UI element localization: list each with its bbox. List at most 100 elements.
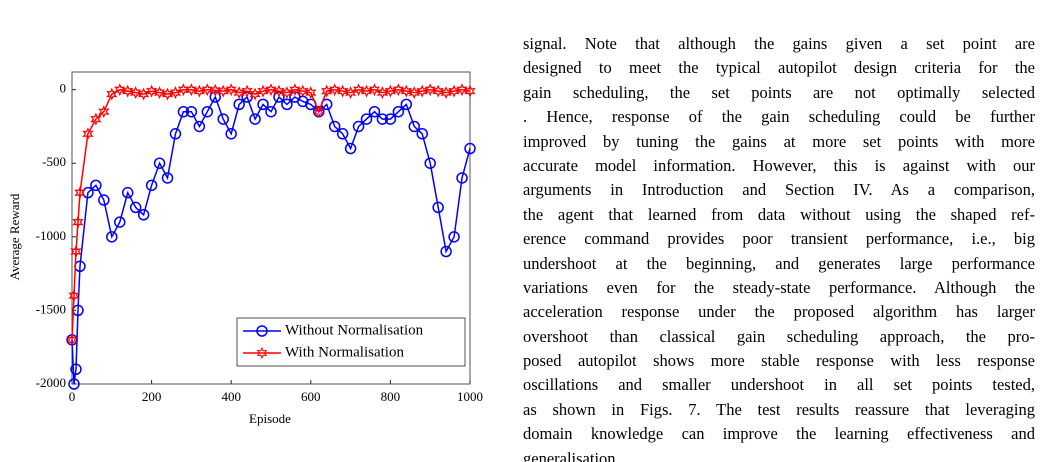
- marker: [146, 84, 158, 98]
- marker: [145, 179, 158, 192]
- series-line: [71, 88, 471, 340]
- marker: [90, 112, 102, 126]
- marker: [137, 209, 150, 221]
- marker: [400, 84, 413, 98]
- marker: [129, 86, 142, 100]
- marker: [265, 105, 277, 118]
- marker: [305, 86, 317, 100]
- marker: [352, 120, 365, 133]
- marker: [153, 157, 166, 169]
- text-line: overshoot than classical gain scheduling…: [523, 326, 1035, 346]
- x-tick-label: 0: [69, 389, 76, 404]
- marker: [225, 83, 237, 97]
- marker: [432, 84, 444, 98]
- marker: [201, 83, 214, 97]
- series-line: [71, 95, 471, 385]
- marker: [265, 83, 277, 97]
- marker: [185, 105, 198, 118]
- marker: [281, 86, 293, 100]
- marker: [114, 216, 126, 228]
- marker: [169, 86, 182, 100]
- legend-label: With Normalisation: [285, 344, 404, 360]
- y-tick-label: 0: [60, 81, 67, 96]
- marker: [328, 83, 341, 97]
- marker: [82, 127, 94, 141]
- marker: [344, 142, 357, 155]
- marker: [376, 113, 389, 125]
- marker: [185, 83, 197, 97]
- marker: [440, 245, 452, 258]
- marker: [297, 84, 309, 98]
- marker: [106, 231, 118, 243]
- text-line: . Hence, response of the gain scheduling…: [523, 107, 1035, 127]
- marker: [72, 215, 84, 229]
- marker: [209, 91, 222, 103]
- legend-box: [236, 317, 466, 367]
- y-tick-label: -1500: [36, 301, 66, 316]
- marker: [217, 113, 229, 125]
- text-line: oscillations and smaller undershoot in a…: [523, 375, 1035, 395]
- marker: [432, 201, 444, 214]
- text-line: variations even for the steady-state per…: [523, 277, 1035, 297]
- marker: [98, 105, 110, 119]
- marker: [193, 120, 206, 133]
- marker: [249, 87, 261, 101]
- marker: [201, 105, 214, 118]
- y-axis-label: Average Reward: [7, 193, 22, 280]
- marker: [68, 378, 80, 390]
- marker: [448, 231, 460, 243]
- marker: [456, 172, 468, 184]
- text-line: erence command provides poor transient p…: [523, 229, 1035, 249]
- marker: [392, 105, 405, 118]
- text-line: signal. Note that although the gains giv…: [523, 34, 1035, 53]
- marker: [241, 84, 253, 98]
- marker: [456, 83, 468, 97]
- marker: [177, 105, 190, 118]
- marker: [416, 128, 428, 140]
- text-line: gain scheduling, the set points are not …: [523, 82, 1035, 102]
- marker: [352, 83, 365, 97]
- marker: [424, 83, 436, 97]
- marker: [257, 98, 269, 111]
- text-line: generalisation.: [523, 448, 620, 462]
- text-line: acceleration response under the proposed…: [523, 302, 1035, 322]
- marker: [392, 83, 404, 97]
- marker: [66, 333, 78, 347]
- legend-marker: [256, 346, 268, 360]
- marker: [169, 128, 182, 140]
- marker: [161, 172, 174, 184]
- marker: [384, 113, 397, 125]
- marker: [153, 86, 166, 100]
- marker: [225, 128, 237, 140]
- marker: [273, 84, 285, 98]
- marker: [121, 186, 134, 199]
- marker: [400, 98, 413, 111]
- x-tick-label: 200: [142, 389, 162, 404]
- text-line: arguments in Introduction and Section IV…: [523, 180, 1035, 200]
- marker: [138, 87, 150, 101]
- marker: [249, 113, 261, 125]
- marker: [289, 83, 301, 97]
- legend-marker: [256, 325, 268, 337]
- y-tick-label: -500: [42, 154, 66, 169]
- marker: [345, 86, 357, 100]
- marker: [281, 98, 293, 111]
- marker: [336, 128, 349, 140]
- marker: [209, 83, 221, 97]
- marker: [68, 289, 80, 303]
- x-tick-label: 800: [381, 389, 401, 404]
- marker: [129, 201, 142, 214]
- x-tick-label: 400: [221, 389, 241, 404]
- marker: [233, 98, 245, 111]
- text-line: posed autopilot shows more stable respon…: [523, 351, 1035, 371]
- plot-area: [71, 71, 471, 385]
- marker: [368, 105, 381, 118]
- y-tick-label: -2000: [36, 375, 66, 390]
- marker: [74, 186, 86, 200]
- chart: Episode Average Reward 0 200 400 600 800 1000…: [7, 71, 483, 426]
- legend-label: Without Normalisation: [285, 322, 424, 338]
- marker: [337, 84, 349, 98]
- marker: [90, 179, 102, 192]
- text-line: accurate model information. However, thi…: [523, 155, 1035, 175]
